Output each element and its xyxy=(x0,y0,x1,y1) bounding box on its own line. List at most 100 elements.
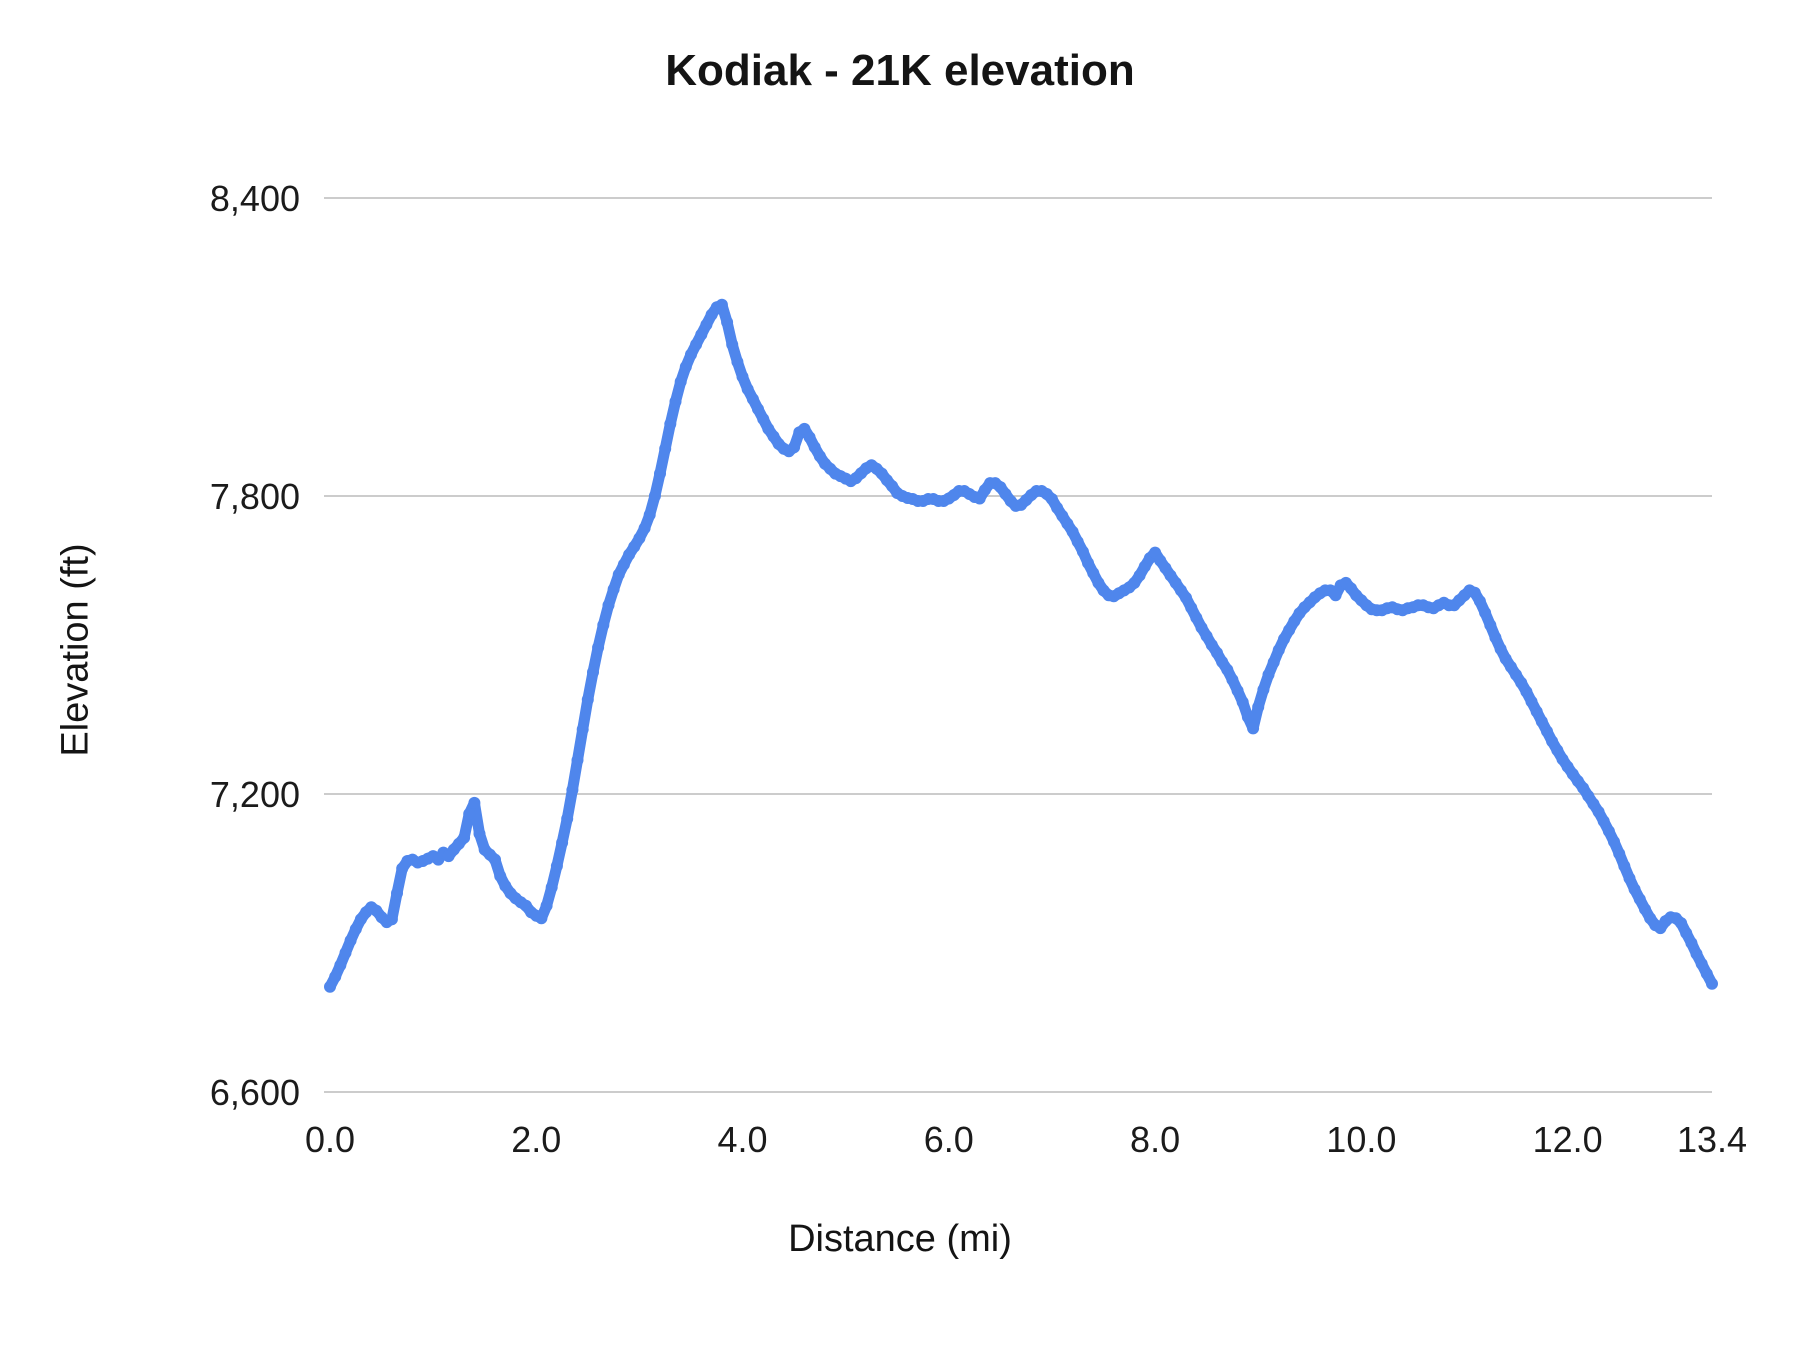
data-point xyxy=(633,532,646,545)
data-point xyxy=(638,522,651,535)
data-point xyxy=(1082,557,1094,569)
data-point xyxy=(1071,535,1084,548)
data-point xyxy=(612,568,625,581)
data-point xyxy=(685,348,697,361)
data-point xyxy=(1190,611,1203,624)
data-point xyxy=(746,393,759,406)
data-point xyxy=(1247,722,1260,735)
data-point xyxy=(458,831,471,844)
data-point xyxy=(571,754,584,767)
data-point xyxy=(1257,683,1270,696)
data-point xyxy=(329,970,342,983)
data-point xyxy=(1226,673,1239,686)
data-point xyxy=(1530,705,1543,718)
data-point xyxy=(602,599,615,612)
data-point xyxy=(1200,630,1213,643)
data-point xyxy=(1633,893,1646,906)
data-point xyxy=(1185,601,1198,614)
data-point xyxy=(349,923,362,936)
data-point xyxy=(674,375,687,388)
data-point xyxy=(545,881,558,894)
data-point xyxy=(607,583,620,596)
data-point xyxy=(669,395,682,408)
data-point xyxy=(664,418,677,430)
data-point xyxy=(659,442,672,455)
data-point xyxy=(1221,663,1234,676)
data-point xyxy=(1267,656,1280,669)
data-point xyxy=(566,784,579,796)
data-point xyxy=(690,338,703,351)
data-point xyxy=(473,827,486,840)
data-point xyxy=(736,370,749,383)
data-point xyxy=(788,441,801,454)
data-point xyxy=(1066,525,1079,538)
data-point xyxy=(1236,696,1249,709)
data-point xyxy=(1252,701,1265,714)
data-point xyxy=(1133,569,1146,582)
x-tick-label: 10.0 xyxy=(1326,1119,1396,1160)
data-point xyxy=(1076,545,1089,558)
x-axis-title: Distance (mi) xyxy=(788,1218,1012,1260)
data-point xyxy=(726,338,739,351)
y-tick-label: 7,800 xyxy=(210,476,300,517)
data-point xyxy=(695,328,708,341)
data-point xyxy=(1231,684,1244,697)
data-point xyxy=(324,980,336,993)
y-tick-label: 7,200 xyxy=(210,774,300,815)
data-point xyxy=(1211,646,1223,659)
x-tick-label: 8.0 xyxy=(1130,1119,1180,1160)
x-tick-label: 12.0 xyxy=(1533,1119,1603,1160)
data-point xyxy=(654,467,666,480)
data-point xyxy=(1690,947,1703,960)
data-point xyxy=(1592,805,1605,818)
data-point xyxy=(1278,633,1290,645)
data-point xyxy=(1623,872,1636,885)
data-point xyxy=(1262,668,1275,681)
data-point xyxy=(592,641,605,654)
data-point xyxy=(489,853,501,866)
data-point xyxy=(1680,927,1693,940)
data-point xyxy=(1685,937,1698,949)
data-point xyxy=(597,619,610,632)
data-point xyxy=(1180,591,1192,604)
data-point xyxy=(1473,595,1486,608)
data-point xyxy=(463,807,476,820)
data-point xyxy=(1087,567,1100,579)
y-tick-label: 6,600 xyxy=(210,1072,300,1113)
data-point xyxy=(540,899,553,912)
data-point xyxy=(715,298,728,311)
data-point xyxy=(757,413,770,425)
data-point xyxy=(1618,860,1631,872)
data-point xyxy=(1613,847,1626,860)
data-point xyxy=(1494,643,1507,655)
data-point xyxy=(1515,676,1528,689)
data-point xyxy=(385,913,398,926)
x-tick-label: 2.0 xyxy=(511,1119,561,1160)
data-point xyxy=(535,912,548,925)
data-point xyxy=(643,508,656,521)
chart-title: Kodiak - 21K elevation xyxy=(665,46,1135,95)
data-point xyxy=(700,318,713,331)
data-point xyxy=(1700,967,1713,980)
data-point xyxy=(1479,606,1492,619)
data-point xyxy=(721,316,734,329)
data-point xyxy=(576,723,589,736)
data-point xyxy=(334,959,347,972)
data-point xyxy=(344,934,357,947)
data-point xyxy=(561,812,574,825)
data-point xyxy=(1484,619,1497,632)
data-point xyxy=(1675,917,1688,930)
data-point xyxy=(617,558,630,571)
data-point xyxy=(550,860,563,872)
data-point xyxy=(1535,715,1548,728)
data-point xyxy=(808,441,821,454)
data-point xyxy=(648,490,661,502)
data-point xyxy=(339,946,352,959)
data-point xyxy=(803,431,816,444)
data-point xyxy=(1541,725,1553,738)
data-point xyxy=(1525,695,1538,708)
y-tick-label: 8,400 xyxy=(210,178,300,219)
x-tick-label: 0.0 xyxy=(305,1119,355,1160)
data-point xyxy=(1602,825,1615,838)
data-point xyxy=(1695,957,1708,970)
